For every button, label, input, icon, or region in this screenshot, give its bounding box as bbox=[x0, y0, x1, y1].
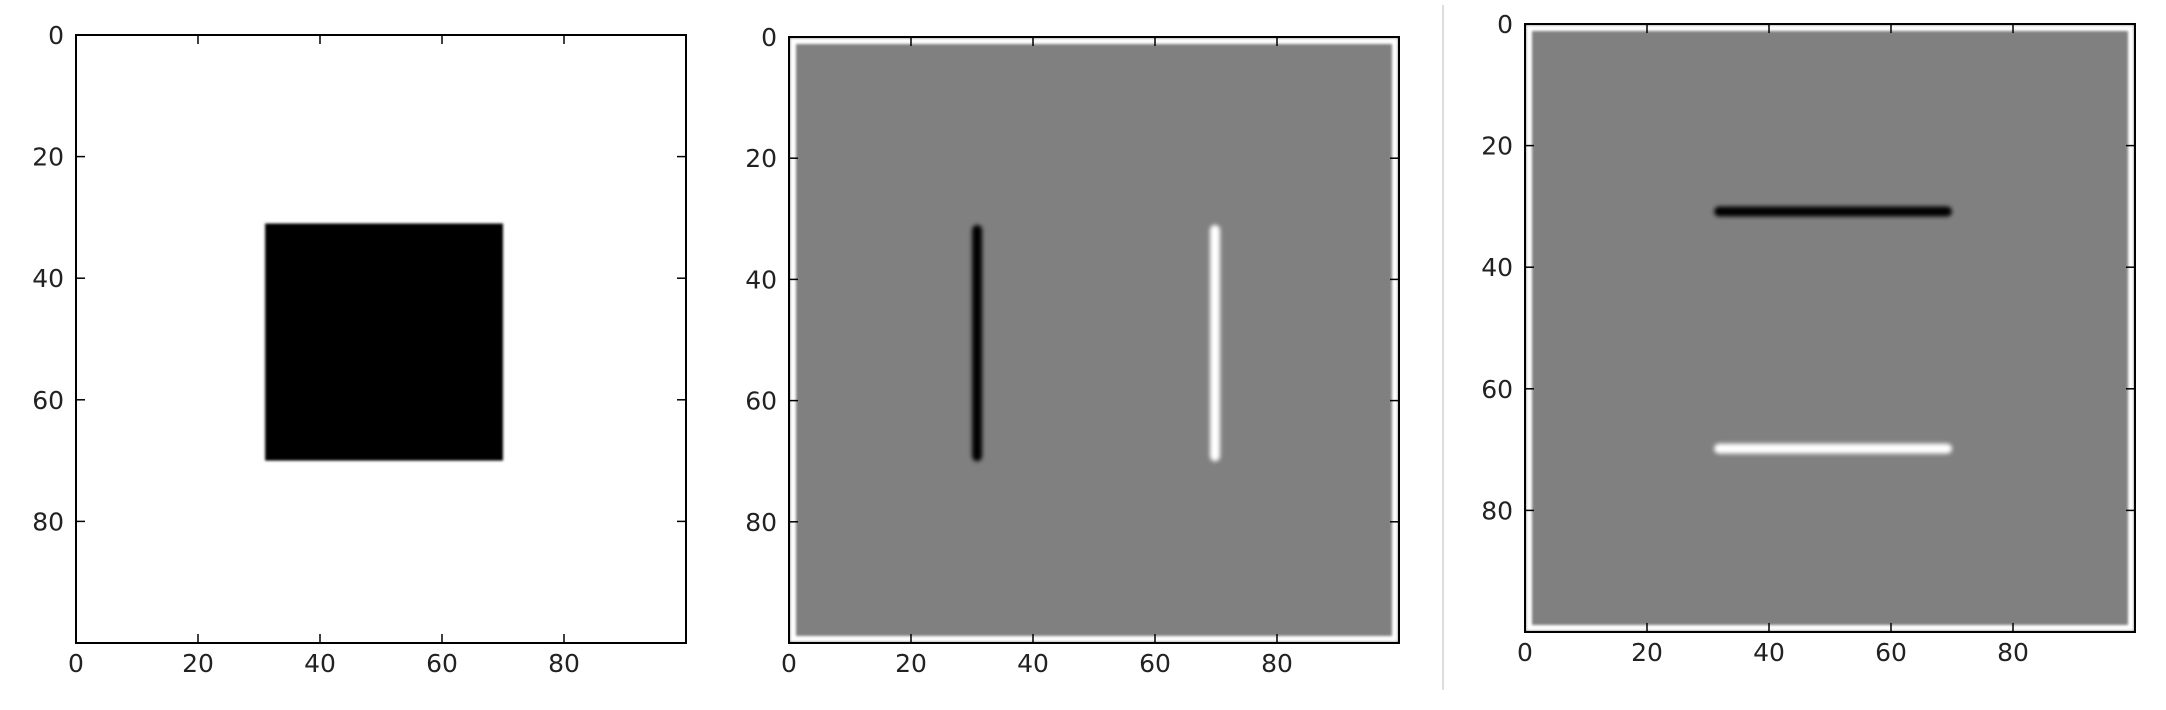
axes-frame bbox=[1524, 23, 2136, 633]
y-tick-label: 0 bbox=[761, 23, 777, 52]
y-tick-label: 60 bbox=[745, 387, 777, 416]
y-tick-label: 20 bbox=[745, 144, 777, 173]
panel-3: 0 20 40 60 80 0 20 40 60 80 bbox=[1481, 10, 2136, 667]
x-tick-label: 0 bbox=[781, 649, 797, 678]
x-tick-label: 60 bbox=[1875, 638, 1907, 667]
y-tick-label: 40 bbox=[745, 265, 777, 294]
edge-border-artifact bbox=[790, 38, 1398, 642]
x-tick-label: 80 bbox=[1261, 649, 1293, 678]
x-tick-label: 40 bbox=[1753, 638, 1785, 667]
y-tick-label: 0 bbox=[48, 21, 64, 50]
edge-line-black bbox=[1714, 206, 1952, 217]
x-tick-label: 20 bbox=[895, 649, 927, 678]
x-tick-label: 80 bbox=[548, 649, 580, 678]
x-tick-label: 20 bbox=[1631, 638, 1663, 667]
edge-line-white bbox=[1714, 443, 1952, 454]
x-tick-label: 80 bbox=[1997, 638, 2029, 667]
y-tick-label: 60 bbox=[32, 386, 64, 415]
image-background bbox=[789, 37, 1399, 643]
x-tick-label: 40 bbox=[304, 649, 336, 678]
y-tick-label: 20 bbox=[32, 143, 64, 172]
x-tick-label: 60 bbox=[426, 649, 458, 678]
y-tick-label: 20 bbox=[1481, 132, 1513, 161]
edge-line-black bbox=[972, 224, 983, 462]
panel-1: 0 20 40 60 80 0 20 40 60 80 bbox=[32, 21, 687, 678]
x-tick-label: 20 bbox=[182, 649, 214, 678]
edge-border-artifact bbox=[1526, 25, 2134, 631]
y-tick-label: 40 bbox=[1481, 253, 1513, 282]
y-tick-label: 80 bbox=[32, 507, 64, 536]
y-tick-label: 80 bbox=[1481, 496, 1513, 525]
x-tick-label: 60 bbox=[1139, 649, 1171, 678]
y-tick-label: 40 bbox=[32, 264, 64, 293]
x-tick-label: 40 bbox=[1017, 649, 1049, 678]
image-area bbox=[789, 37, 1399, 643]
square-feature bbox=[265, 223, 503, 461]
x-tick-label: 0 bbox=[1517, 638, 1533, 667]
image-area bbox=[76, 35, 686, 643]
edge-line-white bbox=[1210, 224, 1220, 462]
axes-frame bbox=[788, 36, 1400, 644]
image-background bbox=[1525, 24, 2135, 632]
y-tick-label: 0 bbox=[1497, 10, 1513, 39]
y-tick-label: 80 bbox=[745, 508, 777, 537]
y-tick-label: 60 bbox=[1481, 375, 1513, 404]
axes-frame bbox=[75, 34, 687, 644]
image-area bbox=[1525, 24, 2135, 632]
x-tick-label: 0 bbox=[68, 649, 84, 678]
panel-2: 0 20 40 60 80 0 20 40 60 80 bbox=[745, 23, 1400, 678]
